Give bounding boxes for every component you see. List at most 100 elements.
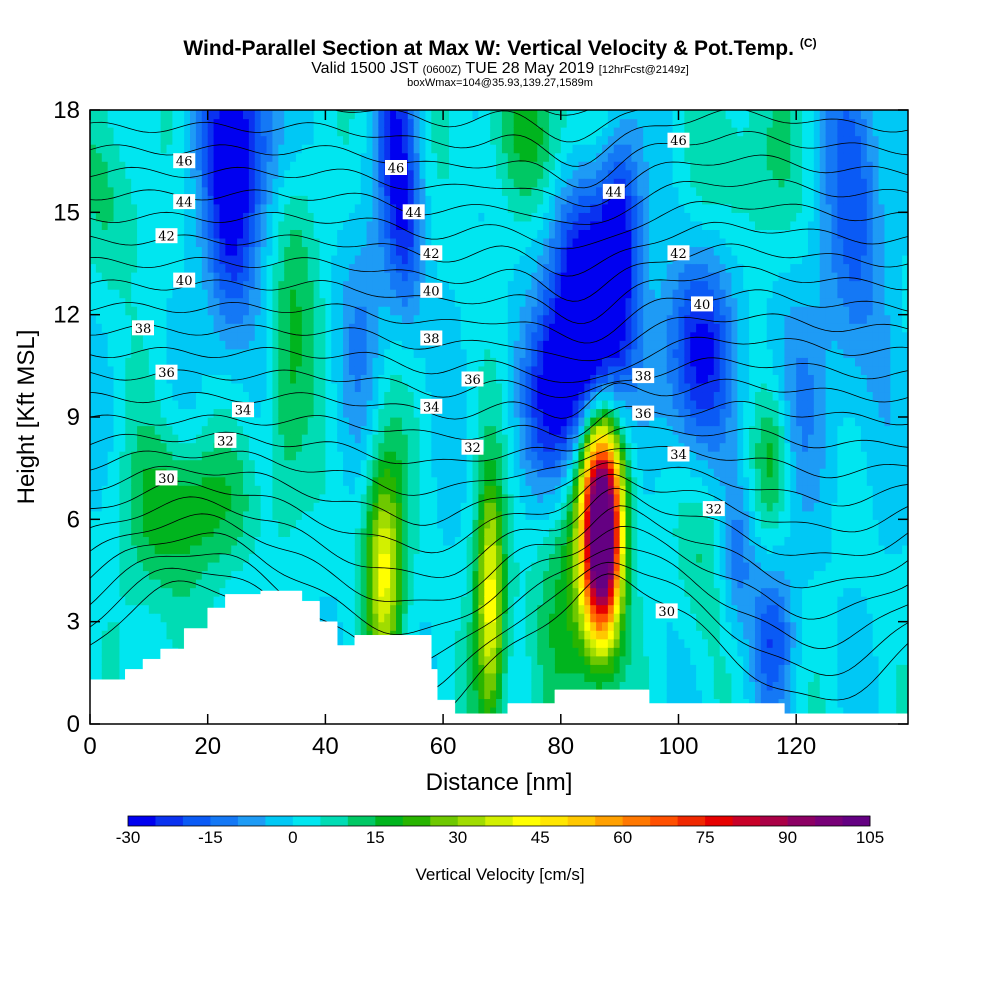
velocity-cell bbox=[207, 280, 215, 290]
velocity-cell bbox=[354, 144, 362, 154]
velocity-cell bbox=[378, 519, 385, 529]
velocity-cell bbox=[95, 527, 103, 537]
velocity-cell bbox=[248, 340, 256, 350]
velocity-cell bbox=[390, 314, 397, 324]
velocity-cell bbox=[372, 544, 379, 555]
velocity-cell bbox=[443, 127, 450, 137]
velocity-cell bbox=[219, 289, 226, 299]
velocity-cell bbox=[307, 127, 315, 137]
velocity-cell bbox=[295, 212, 303, 222]
velocity-cell bbox=[254, 186, 262, 196]
velocity-cell bbox=[137, 561, 144, 572]
velocity-cell bbox=[178, 331, 185, 341]
velocity-cell bbox=[372, 289, 379, 299]
velocity-cell bbox=[360, 579, 368, 589]
velocity-cell bbox=[437, 161, 444, 171]
velocity-cell bbox=[154, 399, 162, 410]
velocity-cell bbox=[225, 178, 232, 188]
velocity-cell bbox=[348, 374, 356, 384]
velocity-cell bbox=[384, 451, 391, 461]
velocity-cell bbox=[148, 237, 156, 248]
velocity-cell bbox=[325, 570, 332, 580]
velocity-cell bbox=[313, 587, 321, 597]
velocity-cell bbox=[195, 621, 203, 631]
velocity-cell bbox=[431, 365, 438, 375]
velocity-cell bbox=[319, 579, 326, 589]
velocity-cell bbox=[178, 613, 185, 623]
velocity-cell bbox=[113, 536, 121, 546]
velocity-cell bbox=[466, 340, 474, 350]
velocity-cell bbox=[207, 459, 215, 469]
velocity-cell bbox=[201, 382, 209, 393]
velocity-cell bbox=[319, 323, 326, 333]
velocity-cell bbox=[290, 434, 297, 444]
velocity-cell bbox=[443, 442, 450, 452]
velocity-cell bbox=[443, 459, 450, 469]
velocity-cell bbox=[278, 323, 285, 333]
velocity-cell bbox=[472, 297, 479, 307]
velocity-cell bbox=[378, 152, 385, 162]
velocity-cell bbox=[413, 314, 421, 324]
velocity-cell bbox=[295, 272, 303, 282]
velocity-cell bbox=[90, 374, 97, 384]
velocity-cell bbox=[325, 357, 332, 367]
velocity-cell bbox=[454, 110, 462, 120]
velocity-cell bbox=[437, 621, 444, 631]
velocity-cell bbox=[243, 186, 250, 196]
velocity-cell bbox=[401, 246, 409, 256]
velocity-cell bbox=[160, 357, 168, 367]
velocity-cell bbox=[90, 382, 97, 393]
velocity-cell bbox=[266, 280, 274, 290]
velocity-cell bbox=[466, 331, 474, 341]
velocity-cell bbox=[325, 289, 332, 299]
velocity-cell bbox=[225, 161, 232, 171]
velocity-cell bbox=[172, 314, 179, 324]
velocity-cell bbox=[119, 357, 126, 367]
velocity-cell bbox=[119, 408, 126, 418]
velocity-cell bbox=[154, 621, 162, 631]
velocity-cell bbox=[295, 348, 303, 358]
velocity-cell bbox=[472, 493, 479, 503]
velocity-cell bbox=[201, 272, 209, 282]
velocity-cell bbox=[131, 630, 138, 640]
velocity-cell bbox=[343, 442, 350, 452]
velocity-cell bbox=[137, 297, 144, 307]
velocity-cell bbox=[201, 246, 209, 256]
velocity-cell bbox=[419, 272, 427, 282]
velocity-cell bbox=[378, 254, 385, 265]
velocity-cell bbox=[454, 195, 462, 205]
velocity-cell bbox=[360, 382, 368, 393]
velocity-cell bbox=[378, 365, 385, 375]
velocity-cell bbox=[484, 118, 491, 128]
velocity-cell bbox=[119, 510, 126, 520]
velocity-cell bbox=[313, 391, 321, 401]
velocity-cell bbox=[243, 178, 250, 188]
velocity-cell bbox=[172, 553, 179, 563]
velocity-cell bbox=[284, 553, 291, 563]
velocity-cell bbox=[172, 331, 179, 341]
velocity-cell bbox=[125, 630, 132, 640]
velocity-cell bbox=[343, 127, 350, 137]
velocity-cell bbox=[231, 357, 238, 367]
velocity-cell bbox=[290, 314, 297, 324]
velocity-cell bbox=[484, 289, 491, 299]
velocity-cell bbox=[207, 135, 215, 145]
velocity-cell bbox=[343, 425, 350, 435]
velocity-cell bbox=[337, 357, 344, 367]
velocity-cell bbox=[278, 570, 285, 580]
velocity-cell bbox=[478, 689, 485, 700]
velocity-cell bbox=[243, 289, 250, 299]
velocity-cell bbox=[360, 254, 368, 265]
velocity-cell bbox=[290, 212, 297, 222]
velocity-cell bbox=[148, 570, 156, 580]
velocity-cell bbox=[137, 237, 144, 248]
velocity-cell bbox=[254, 118, 262, 128]
velocity-cell bbox=[107, 519, 115, 529]
velocity-cell bbox=[107, 161, 115, 171]
velocity-cell bbox=[225, 408, 232, 418]
velocity-cell bbox=[490, 254, 497, 265]
velocity-cell bbox=[413, 144, 421, 154]
velocity-cell bbox=[254, 348, 262, 358]
velocity-cell bbox=[325, 331, 332, 341]
velocity-cell bbox=[131, 144, 138, 154]
